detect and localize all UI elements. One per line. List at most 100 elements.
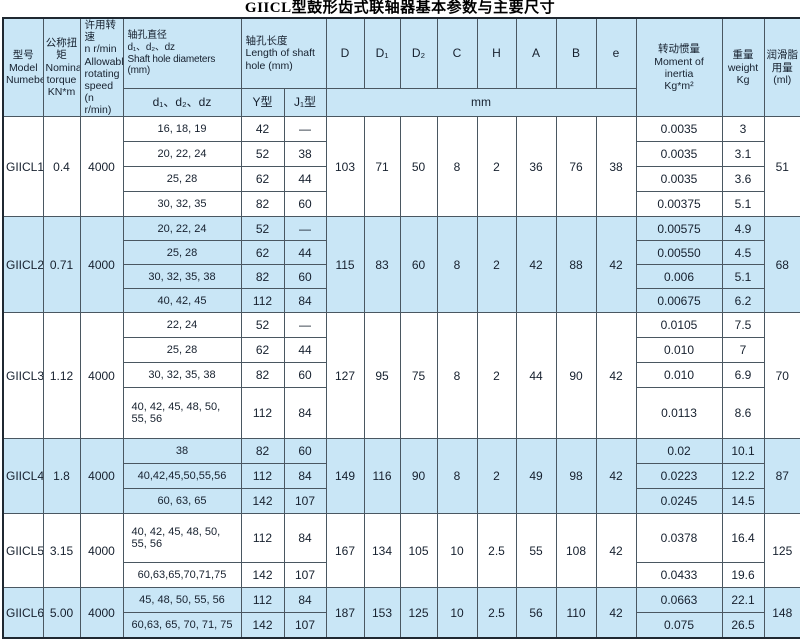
diameters-cell: 40,42,45,50,55,56 — [122, 463, 242, 490]
weight-cell: 5.1 — [721, 264, 765, 290]
weight-cell: 8.6 — [721, 387, 765, 440]
table-row: 20, 22, 24 52 38 0.0035 3.1 — [3, 141, 800, 168]
inertia-cell: 0.00550 — [635, 240, 723, 266]
torque-cell: 0.4 — [42, 116, 81, 218]
y-length-cell: 52 — [240, 141, 285, 168]
inertia-cell: 0.02 — [635, 438, 723, 465]
col-header-e: e — [595, 17, 637, 90]
B-cell: 88 — [555, 216, 597, 314]
table-row: 60,63,65,70,71,75 142 107 0.0433 19.6 — [3, 562, 800, 589]
weight-cell: 7 — [721, 337, 765, 364]
col-header-D: D — [325, 17, 365, 90]
diameters-cell: 25, 28 — [122, 337, 242, 364]
speed-cell: 4000 — [79, 587, 124, 639]
col-header-D1: D₁ — [363, 17, 401, 90]
col-header-shaft-length: 轴孔长度 Length of shaft hole (mm) — [240, 17, 327, 90]
e-cell: 42 — [595, 438, 637, 515]
j1-length-cell: — — [283, 216, 327, 242]
H-cell: 2 — [476, 312, 517, 440]
D2-cell: 60 — [399, 216, 438, 314]
weight-cell: 7.5 — [721, 312, 765, 339]
y-length-cell: 112 — [240, 513, 285, 564]
y-length-cell: 82 — [240, 438, 285, 465]
D1-cell: 95 — [363, 312, 401, 440]
subheader-mm-unit: mm — [325, 88, 637, 118]
table-row: 30, 32, 35 82 60 0.00375 5.1 — [3, 191, 800, 218]
model-cell: GIICL2 — [2, 216, 44, 314]
weight-cell: 6.2 — [721, 288, 765, 314]
inertia-cell: 0.0105 — [635, 312, 723, 339]
D-cell: 167 — [325, 513, 365, 589]
model-cell: GIICL1 — [2, 116, 44, 218]
subheader-diameters: d₁、d₂、dz — [122, 88, 242, 118]
grease-cell: 148 — [763, 587, 800, 639]
table-row: GIICL6 5.00 4000 45, 48, 50, 55, 56 112 … — [2, 587, 800, 639]
weight-cell: 4.5 — [721, 240, 765, 266]
table-row: 40,42,45,50,55,56 112 84 0.0223 12.2 — [3, 463, 800, 490]
j1-length-cell: 84 — [283, 387, 327, 440]
inertia-cell: 0.006 — [635, 264, 723, 290]
inertia-cell: 0.010 — [635, 337, 723, 364]
header-row-2: d₁、d₂、dz Y型 J₁型 mm — [3, 88, 800, 118]
D2-cell: 50 — [399, 116, 438, 218]
y-length-cell: 82 — [240, 362, 285, 389]
table-row: GIICL1 0.4 4000 16, 18, 19 42 — 103 71 5… — [2, 116, 800, 218]
D2-cell: 75 — [399, 312, 438, 440]
col-header-torque: 公称扭矩 Nominal torque KN*m — [42, 17, 81, 118]
j1-length-cell: 84 — [283, 288, 327, 314]
A-cell: 44 — [515, 312, 557, 440]
D-cell: 103 — [325, 116, 365, 218]
A-cell: 49 — [515, 438, 557, 515]
e-cell: 42 — [595, 587, 637, 639]
B-cell: 108 — [555, 513, 597, 589]
table-row: 40, 42, 45, 48, 50, 55, 56 112 84 0.0113… — [3, 387, 800, 440]
table-row: 30, 32, 35, 38 82 60 0.010 6.9 — [3, 362, 800, 389]
diameters-cell: 25, 28 — [122, 166, 242, 193]
col-header-A: A — [515, 17, 557, 90]
inertia-cell: 0.0433 — [635, 562, 723, 589]
col-header-B: B — [555, 17, 597, 90]
y-length-cell: 112 — [240, 587, 285, 614]
D-cell: 115 — [325, 216, 365, 314]
C-cell: 10 — [436, 513, 478, 589]
e-cell: 42 — [595, 513, 637, 589]
D-cell: 187 — [325, 587, 365, 639]
A-cell: 42 — [515, 216, 557, 314]
diameters-cell: 40, 42, 45, 48, 50, 55, 56 — [122, 387, 242, 440]
B-cell: 110 — [555, 587, 597, 639]
j1-length-cell: — — [283, 116, 327, 143]
H-cell: 2.5 — [476, 587, 517, 639]
y-length-cell: 142 — [240, 562, 285, 589]
col-header-H: H — [476, 17, 517, 90]
col-header-grease: 润滑脂 用量 (ml) — [763, 17, 800, 118]
col-header-inertia: 转动惯量 Moment of inertia Kg*m² — [635, 17, 723, 118]
y-length-cell: 82 — [240, 191, 285, 218]
inertia-cell: 0.0663 — [635, 587, 723, 614]
inertia-cell: 0.00575 — [635, 216, 723, 242]
j1-length-cell: 60 — [283, 362, 327, 389]
j1-length-cell: 38 — [283, 141, 327, 168]
grease-cell: 87 — [763, 438, 800, 515]
j1-length-cell: 107 — [283, 562, 327, 589]
C-cell: 8 — [436, 438, 478, 515]
col-header-speed: 许用转速 n r/min Allowable rotating speed (n… — [79, 17, 124, 118]
diameters-cell: 25, 28 — [122, 240, 242, 266]
col-header-D2: D₂ — [399, 17, 438, 90]
inertia-cell: 0.0035 — [635, 116, 723, 143]
weight-cell: 22.1 — [721, 587, 765, 614]
j1-length-cell: 84 — [283, 463, 327, 490]
subheader-j1-type: J₁型 — [283, 88, 327, 118]
D1-cell: 153 — [363, 587, 401, 639]
y-length-cell: 62 — [240, 337, 285, 364]
diameters-cell: 20, 22, 24 — [122, 141, 242, 168]
D2-cell: 125 — [399, 587, 438, 639]
weight-cell: 12.2 — [721, 463, 765, 490]
diameters-cell: 40, 42, 45, 48, 50, 55, 56 — [122, 513, 242, 564]
diameters-cell: 16, 18, 19 — [122, 116, 242, 143]
j1-length-cell: 107 — [283, 488, 327, 515]
grease-cell: 125 — [763, 513, 800, 589]
e-cell: 42 — [595, 312, 637, 440]
weight-cell: 5.1 — [721, 191, 765, 218]
col-header-C: C — [436, 17, 478, 90]
D1-cell: 71 — [363, 116, 401, 218]
